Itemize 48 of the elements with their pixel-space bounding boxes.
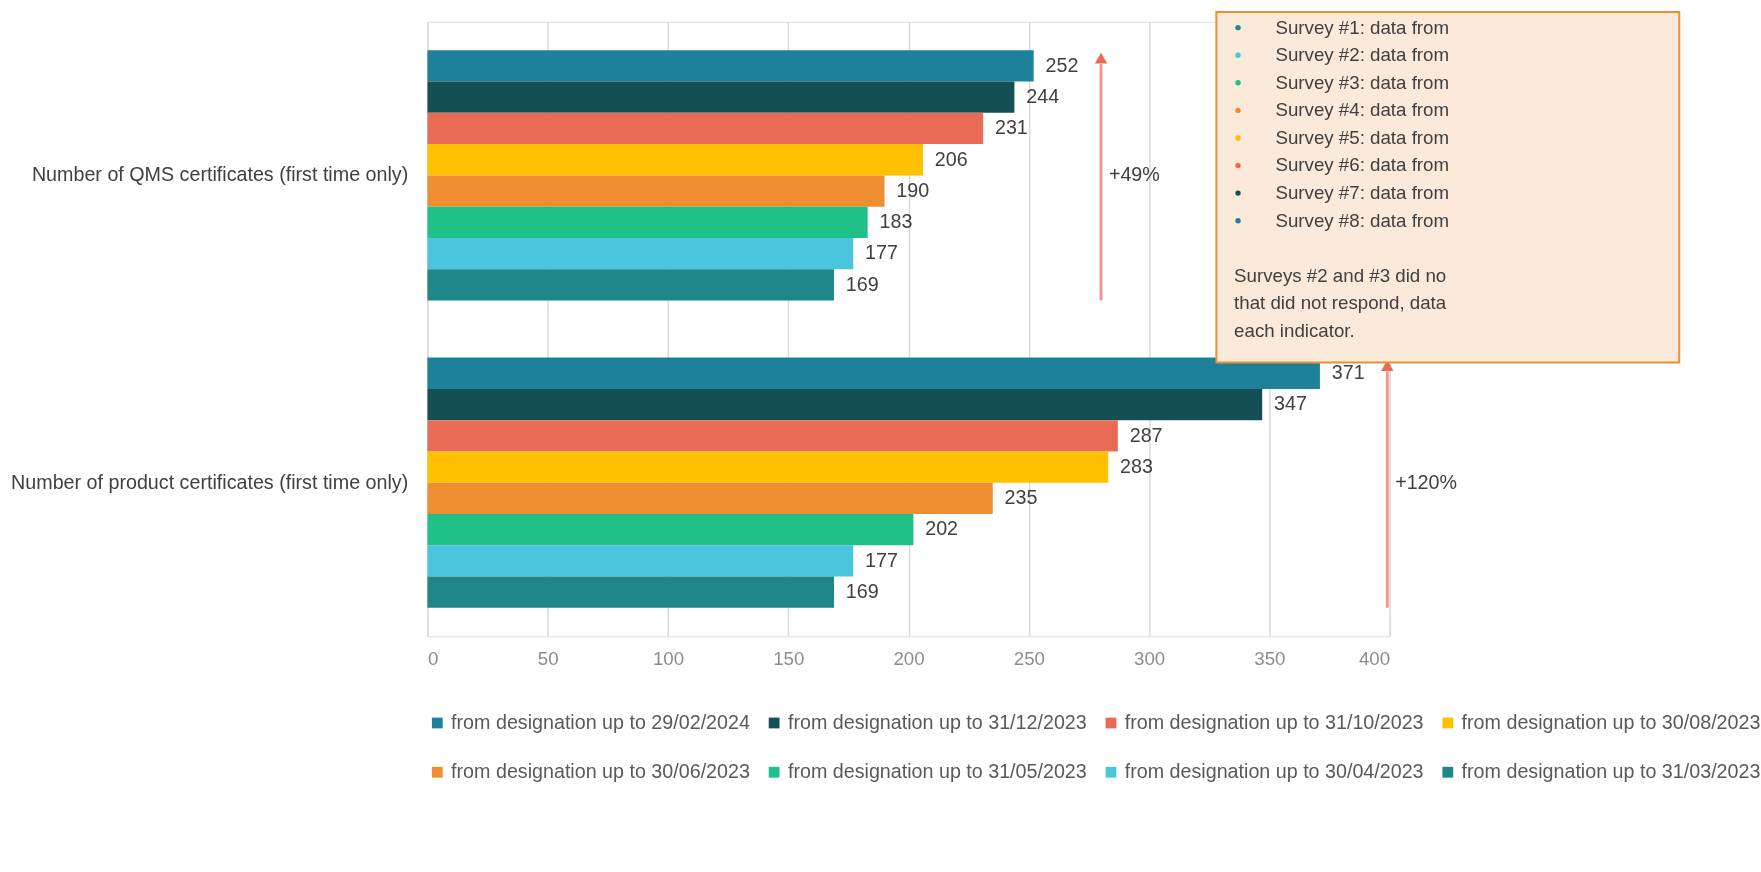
x-tick-label: 0 xyxy=(427,648,439,670)
annotation: +49% xyxy=(1108,163,1160,186)
data-label: 371 xyxy=(1331,361,1365,384)
x-tick-label: 300 xyxy=(1134,648,1166,670)
data-label: 169 xyxy=(845,272,879,295)
legend-label: from designation up to 31/10/2023 xyxy=(1124,710,1424,733)
annotation: Survey #5: data from xyxy=(1275,126,1450,148)
annotation: Survey #1: data from xyxy=(1275,16,1450,38)
data-label: 183 xyxy=(879,210,913,233)
y-tick-label: Number of product certificates (first time only) xyxy=(11,470,409,493)
annotation: Survey #3: data from xyxy=(1275,71,1450,93)
text: +120% xyxy=(1395,470,1458,493)
x-tick-label: 350 xyxy=(1254,648,1286,670)
legend-label: from designation up to 30/08/2023 xyxy=(1461,710,1761,733)
y-tick-label: Number of QMS certificates (first time only) xyxy=(31,163,409,186)
legend-label: from designation up to 31/03/2023 xyxy=(1461,760,1761,783)
x-tick-label: 250 xyxy=(1013,648,1045,670)
annotation: Survey #6: data from xyxy=(1275,154,1450,176)
data-label: 177 xyxy=(865,241,898,264)
x-tick-label: 400 xyxy=(1358,648,1391,670)
x-tick-label: 100 xyxy=(652,648,685,670)
annotation: Survey #2: data from xyxy=(1275,44,1450,66)
data-label: 231 xyxy=(994,116,1028,139)
annotation: Survey #8: data from xyxy=(1275,209,1450,231)
x-tick-label: 50 xyxy=(537,648,559,670)
data-label: 235 xyxy=(1004,486,1038,509)
data-label: 206 xyxy=(934,147,968,170)
legend-label: from designation up to 29/02/2024 xyxy=(451,710,750,733)
annotation: that did not respond, data xyxy=(1234,292,1447,314)
annotation: each indicator. xyxy=(1234,319,1355,341)
data-label: 202 xyxy=(925,517,959,540)
annotation: Survey #4: data from xyxy=(1275,99,1450,121)
data-label: 244 xyxy=(1026,85,1060,108)
x-tick-label: 150 xyxy=(773,648,805,670)
legend-label: from designation up to 30/04/2023 xyxy=(1124,760,1424,783)
legend-label: from designation up to 31/12/2023 xyxy=(787,710,1087,733)
data-label: 347 xyxy=(1274,392,1307,415)
x-tick-label: 200 xyxy=(893,648,925,670)
data-label: 190 xyxy=(896,178,930,201)
data-label: 283 xyxy=(1120,454,1153,477)
data-label: 177 xyxy=(865,548,898,571)
annotation: Surveys #2 and #3 did no xyxy=(1234,264,1447,286)
legend-label: from designation up to 30/06/2023 xyxy=(451,760,750,783)
data-label: 252 xyxy=(1045,53,1079,76)
legend-label: from designation up to 31/05/2023 xyxy=(787,760,1087,783)
annotation: Survey #7: data from xyxy=(1275,182,1450,204)
data-label: 169 xyxy=(845,580,879,603)
data-label: 287 xyxy=(1129,423,1163,446)
